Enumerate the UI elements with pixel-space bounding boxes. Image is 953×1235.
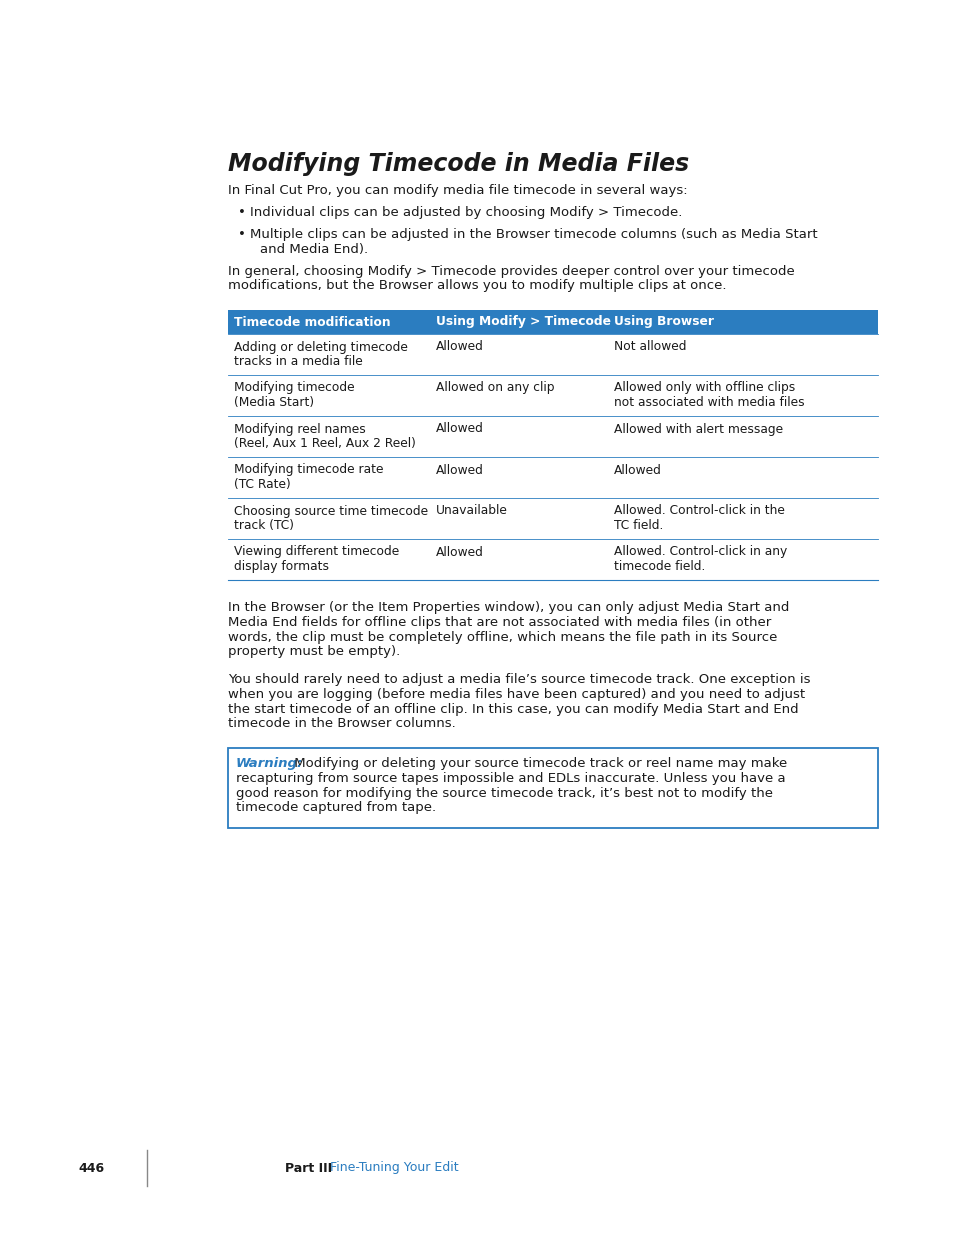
Text: Timecode modification: Timecode modification — [233, 315, 390, 329]
Text: Allowed: Allowed — [436, 546, 483, 558]
Text: Modifying reel names: Modifying reel names — [233, 422, 365, 436]
Text: (Media Start): (Media Start) — [233, 396, 314, 409]
Text: when you are logging (before media files have been captured) and you need to adj: when you are logging (before media files… — [228, 688, 804, 701]
Text: Part III: Part III — [285, 1161, 332, 1174]
Text: Adding or deleting timecode: Adding or deleting timecode — [233, 341, 408, 353]
Text: 446: 446 — [78, 1161, 104, 1174]
Text: tracks in a media file: tracks in a media file — [233, 354, 362, 368]
Text: Viewing different timecode: Viewing different timecode — [233, 546, 399, 558]
Text: Warning:: Warning: — [235, 757, 303, 771]
Text: In the Browser (or the Item Properties window), you can only adjust Media Start : In the Browser (or the Item Properties w… — [228, 601, 788, 615]
Text: (Reel, Aux 1 Reel, Aux 2 Reel): (Reel, Aux 1 Reel, Aux 2 Reel) — [233, 437, 416, 450]
Text: (TC Rate): (TC Rate) — [233, 478, 291, 492]
Text: Allowed: Allowed — [436, 341, 483, 353]
Text: recapturing from source tapes impossible and EDLs inaccurate. Unless you have a: recapturing from source tapes impossible… — [235, 772, 785, 785]
Text: Allowed on any clip: Allowed on any clip — [436, 382, 554, 394]
Text: Choosing source time timecode: Choosing source time timecode — [233, 505, 428, 517]
Bar — [228, 333, 877, 374]
Bar — [228, 310, 877, 333]
Text: Allowed: Allowed — [614, 463, 661, 477]
Text: not associated with media files: not associated with media files — [614, 396, 803, 409]
Text: In general, choosing Modify > Timecode provides deeper control over your timecod: In general, choosing Modify > Timecode p… — [228, 264, 794, 278]
Bar — [228, 457, 877, 498]
Text: Modifying timecode: Modifying timecode — [233, 382, 355, 394]
Text: track (TC): track (TC) — [233, 519, 294, 532]
Text: Not allowed: Not allowed — [614, 341, 686, 353]
Text: timecode in the Browser columns.: timecode in the Browser columns. — [228, 718, 456, 730]
Text: •: • — [237, 206, 246, 219]
Text: Using Browser: Using Browser — [614, 315, 713, 329]
Text: Modifying or deleting your source timecode track or reel name may make: Modifying or deleting your source timeco… — [290, 757, 786, 771]
Bar — [228, 538, 877, 579]
Text: Using Modify > Timecode: Using Modify > Timecode — [436, 315, 610, 329]
Text: good reason for modifying the source timecode track, it’s best not to modify the: good reason for modifying the source tim… — [235, 787, 772, 799]
Text: and Media End).: and Media End). — [260, 242, 368, 256]
Text: •: • — [237, 228, 246, 241]
Text: the start timecode of an offline clip. In this case, you can modify Media Start : the start timecode of an offline clip. I… — [228, 703, 798, 715]
Text: words, the clip must be completely offline, which means the file path in its Sou: words, the clip must be completely offli… — [228, 631, 777, 643]
Text: Allowed: Allowed — [436, 463, 483, 477]
Bar — [228, 747, 877, 827]
Text: modifications, but the Browser allows you to modify multiple clips at once.: modifications, but the Browser allows yo… — [228, 279, 726, 291]
Text: property must be empty).: property must be empty). — [228, 645, 400, 658]
Text: Individual clips can be adjusted by choosing Modify > Timecode.: Individual clips can be adjusted by choo… — [250, 206, 681, 219]
Text: Allowed. Control-click in any: Allowed. Control-click in any — [614, 546, 786, 558]
Bar — [228, 374, 877, 415]
Bar — [228, 498, 877, 538]
Text: Media End fields for offline clips that are not associated with media files (in : Media End fields for offline clips that … — [228, 616, 770, 629]
Text: In Final Cut Pro, you can modify media file timecode in several ways:: In Final Cut Pro, you can modify media f… — [228, 184, 687, 198]
Text: timecode field.: timecode field. — [614, 559, 704, 573]
Text: You should rarely need to adjust a media file’s source timecode track. One excep: You should rarely need to adjust a media… — [228, 673, 810, 687]
Bar — [228, 415, 877, 457]
Text: timecode captured from tape.: timecode captured from tape. — [235, 802, 436, 814]
Text: Allowed with alert message: Allowed with alert message — [614, 422, 782, 436]
Text: Allowed only with offline clips: Allowed only with offline clips — [614, 382, 795, 394]
Text: Multiple clips can be adjusted in the Browser timecode columns (such as Media St: Multiple clips can be adjusted in the Br… — [250, 228, 817, 241]
Text: display formats: display formats — [233, 559, 329, 573]
Text: Allowed: Allowed — [436, 422, 483, 436]
Text: Unavailable: Unavailable — [436, 505, 507, 517]
Text: Allowed. Control-click in the: Allowed. Control-click in the — [614, 505, 784, 517]
Text: Modifying timecode rate: Modifying timecode rate — [233, 463, 383, 477]
Text: Modifying Timecode in Media Files: Modifying Timecode in Media Files — [228, 152, 688, 177]
Text: Fine-Tuning Your Edit: Fine-Tuning Your Edit — [330, 1161, 458, 1174]
Text: TC field.: TC field. — [614, 519, 662, 532]
